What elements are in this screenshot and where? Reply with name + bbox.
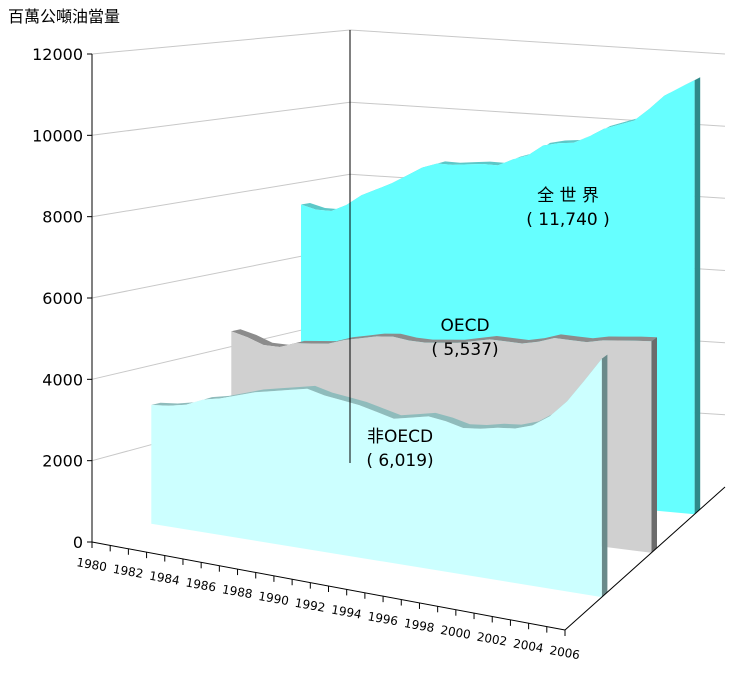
series-value-label: ( 6,019) [366,451,433,471]
y-tick-label: 10000 [32,126,83,145]
x-tick-label: 1994 [330,603,363,622]
y-tick-label: 0 [73,533,83,552]
x-tick-label: 2006 [548,643,581,662]
depth-axis-line [564,486,726,631]
y-tick-label: 12000 [32,45,83,64]
series-side-cap [694,77,701,515]
x-tick-label: 1980 [75,555,108,574]
x-tick-label: 1996 [367,609,400,628]
y-tick-label: 2000 [42,452,83,471]
x-tick-label: 1984 [148,569,181,588]
series-name-label: 全 世 界 [537,186,599,206]
series-layer [151,77,701,598]
series-labels: 全 世 界 ( 11,740 ) OECD ( 5,537) 非OECD ( 6,019) [366,186,609,471]
x-tick-label: 2000 [439,623,472,642]
x-tick-label: 1986 [185,575,218,594]
x-tick-label: 2004 [512,636,545,655]
x-axis-ticks: 1980 1982 1984 1986 1988 1990 1992 1994 1996 1998… [75,542,581,662]
series-name-label: 非OECD [367,427,433,447]
y-tick-label: 4000 [42,370,83,389]
x-tick-label: 1998 [403,616,436,635]
y-tick-label: 6000 [42,289,83,308]
series-value-label: ( 5,537) [431,340,498,360]
y-axis-ticks: 0 2000 4000 6000 8000 10000 12000 [32,45,92,552]
y-tick-label: 8000 [42,208,83,227]
series-name-label: OECD [440,316,489,336]
series-side-cap [651,337,657,553]
series-front-face [151,358,602,598]
series-value-label: ( 11,740 ) [526,210,610,230]
x-tick-label: 1990 [257,589,290,608]
x-tick-label: 1982 [112,562,145,581]
series-side-cap [601,354,608,598]
x-tick-label: 2002 [476,630,509,649]
series-non-oecd [151,354,608,598]
y-axis-unit-label: 百萬公噸油當量 [8,7,120,26]
x-tick-label: 1988 [221,582,254,601]
x-tick-label: 1992 [294,596,327,615]
series-top-surface [231,329,658,347]
